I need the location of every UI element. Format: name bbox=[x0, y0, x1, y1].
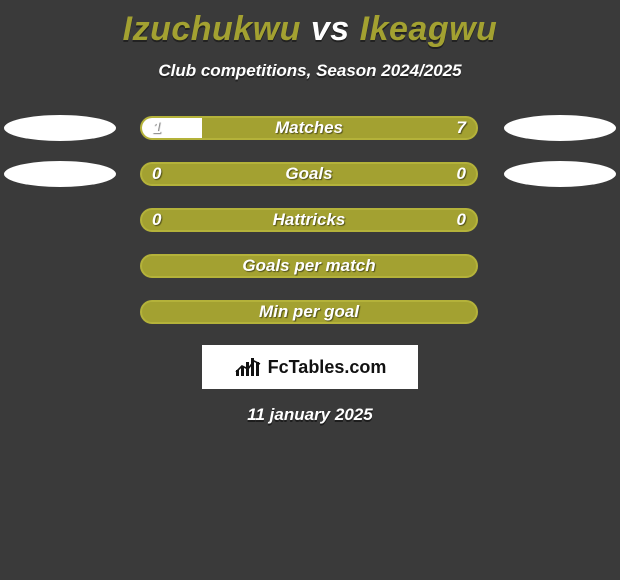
stat-label: Goals bbox=[142, 164, 476, 184]
stat-value-left: 0 bbox=[142, 164, 171, 184]
bars-icon bbox=[234, 356, 262, 378]
player1-badge bbox=[4, 115, 116, 141]
player1-name: Izuchukwu bbox=[123, 10, 301, 48]
brand-text: FcTables.com bbox=[268, 357, 387, 378]
stat-row: Matches17 bbox=[0, 115, 620, 141]
stat-row: Hattricks0 0 bbox=[0, 207, 620, 233]
stat-bar: Goals per match bbox=[140, 254, 478, 278]
stat-label: Min per goal bbox=[142, 302, 476, 322]
stat-bar: Matches17 bbox=[140, 116, 478, 140]
stat-value-left: 0 bbox=[142, 210, 171, 230]
stat-bar: Min per goal bbox=[140, 300, 478, 324]
stat-label: Hattricks bbox=[142, 210, 476, 230]
stat-value-right: 0 bbox=[447, 210, 476, 230]
stat-value-right: 0 bbox=[447, 164, 476, 184]
stat-row: Goals per match bbox=[0, 253, 620, 279]
stat-fill-left bbox=[142, 118, 202, 138]
stat-row: Min per goal bbox=[0, 299, 620, 325]
stats-stage: Matches17Goals00Hattricks00Goals per mat… bbox=[0, 115, 620, 325]
date-text: 11 january 2025 bbox=[0, 405, 620, 425]
stat-bar: Hattricks0 0 bbox=[140, 208, 478, 232]
stat-bar: Goals0 0 bbox=[140, 162, 478, 186]
comparison-title: Izuchukwu vs Ikeagwu bbox=[0, 0, 620, 49]
player2-badge bbox=[504, 161, 616, 187]
player1-badge bbox=[4, 161, 116, 187]
vs-text: vs bbox=[311, 10, 350, 48]
stat-row: Goals0 0 bbox=[0, 161, 620, 187]
subtitle: Club competitions, Season 2024/2025 bbox=[0, 61, 620, 81]
stat-label: Goals per match bbox=[142, 256, 476, 276]
player2-name: Ikeagwu bbox=[360, 10, 498, 48]
brand-box: FcTables.com bbox=[202, 345, 418, 389]
stat-value-right: 7 bbox=[447, 118, 476, 138]
player2-badge bbox=[504, 115, 616, 141]
